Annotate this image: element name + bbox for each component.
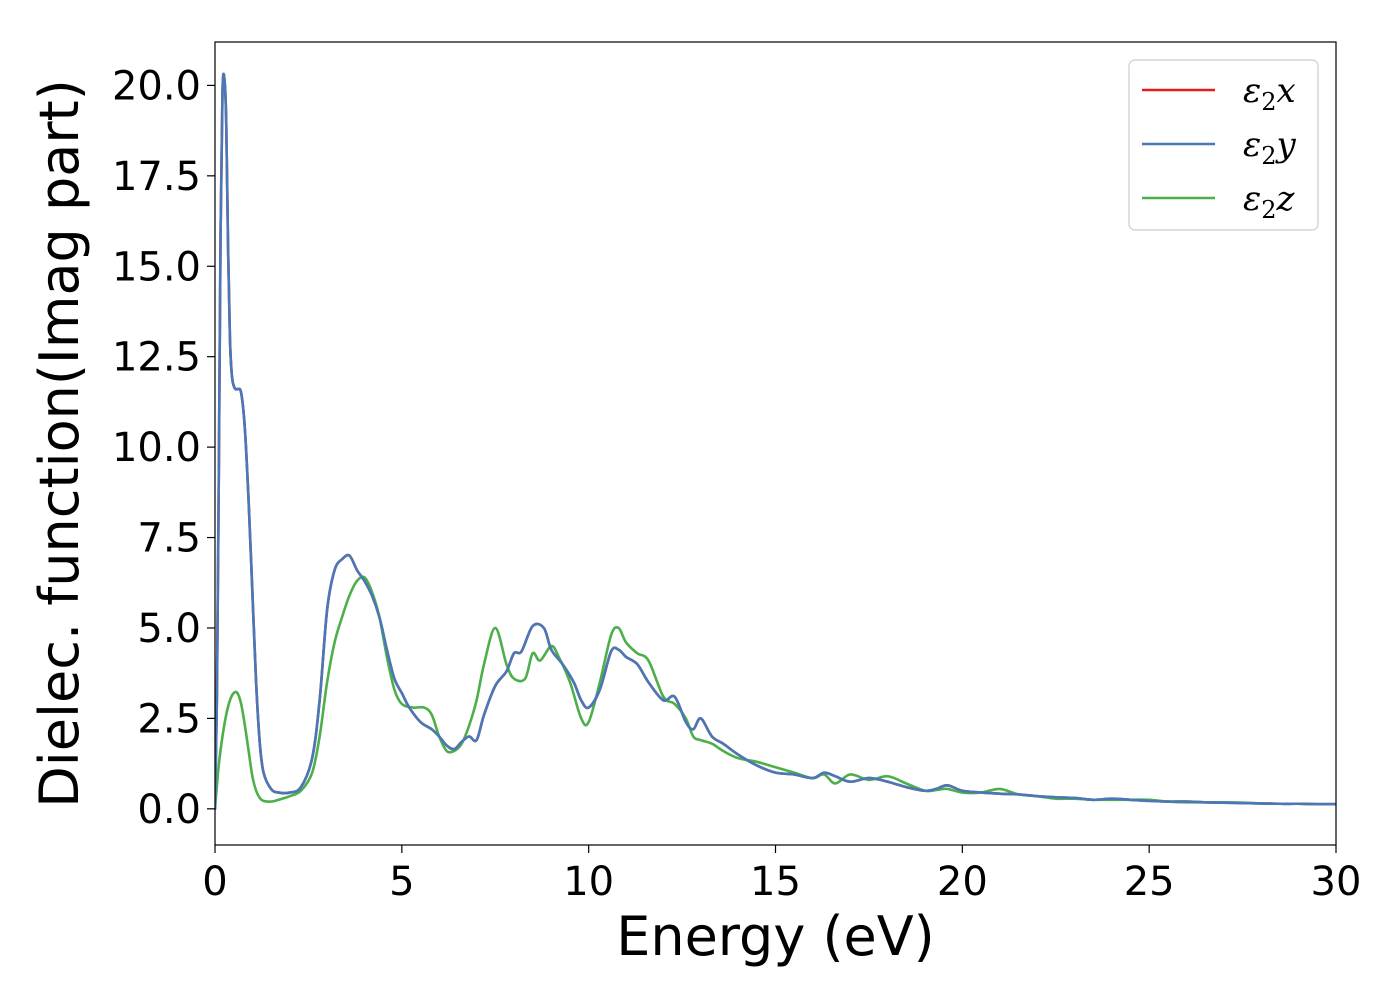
legend: ε2x ε2y ε2z: [1128, 59, 1319, 231]
legend-item-y: ε2y: [1142, 125, 1297, 170]
x-tick-label: 5: [389, 859, 414, 905]
y-axis: 0.0 2.5 5.0 7.5 10.0 12.5 15.0 17.5 20.0: [112, 63, 215, 833]
series-line-y: [215, 72, 1336, 811]
x-axis-title: Energy (eV): [616, 905, 935, 968]
y-tick-label: 12.5: [112, 335, 201, 381]
y-tick-label: 15.0: [112, 244, 201, 290]
legend-item-x: ε2x: [1142, 71, 1296, 116]
legend-box: [1128, 59, 1319, 231]
y-tick-label: 20.0: [112, 63, 201, 109]
x-tick-label: 20: [937, 859, 988, 905]
legend-label: ε2z: [1243, 179, 1296, 224]
y-tick-label: 10.0: [112, 425, 201, 471]
x-tick-label: 0: [202, 859, 227, 905]
legend-item-z: ε2z: [1142, 179, 1296, 224]
x-tick-label: 25: [1124, 859, 1175, 905]
y-tick-label: 5.0: [137, 606, 201, 652]
y-tick-label: 17.5: [112, 154, 201, 200]
y-tick-label: 0.0: [137, 787, 201, 833]
x-tick-label: 15: [750, 859, 801, 905]
y-tick-label: 7.5: [137, 516, 201, 562]
series-line-z: [215, 575, 1336, 811]
y-axis-title: Dielec. function(Imag part): [28, 79, 91, 808]
legend-label: ε2y: [1243, 125, 1297, 170]
x-tick-label: 30: [1311, 859, 1362, 905]
x-tick-label: 10: [563, 859, 614, 905]
series-layer: [215, 72, 1336, 811]
x-axis: 0 5 10 15 20 25 30: [202, 845, 1361, 905]
legend-label: ε2x: [1243, 71, 1296, 116]
y-tick-label: 2.5: [137, 696, 201, 742]
